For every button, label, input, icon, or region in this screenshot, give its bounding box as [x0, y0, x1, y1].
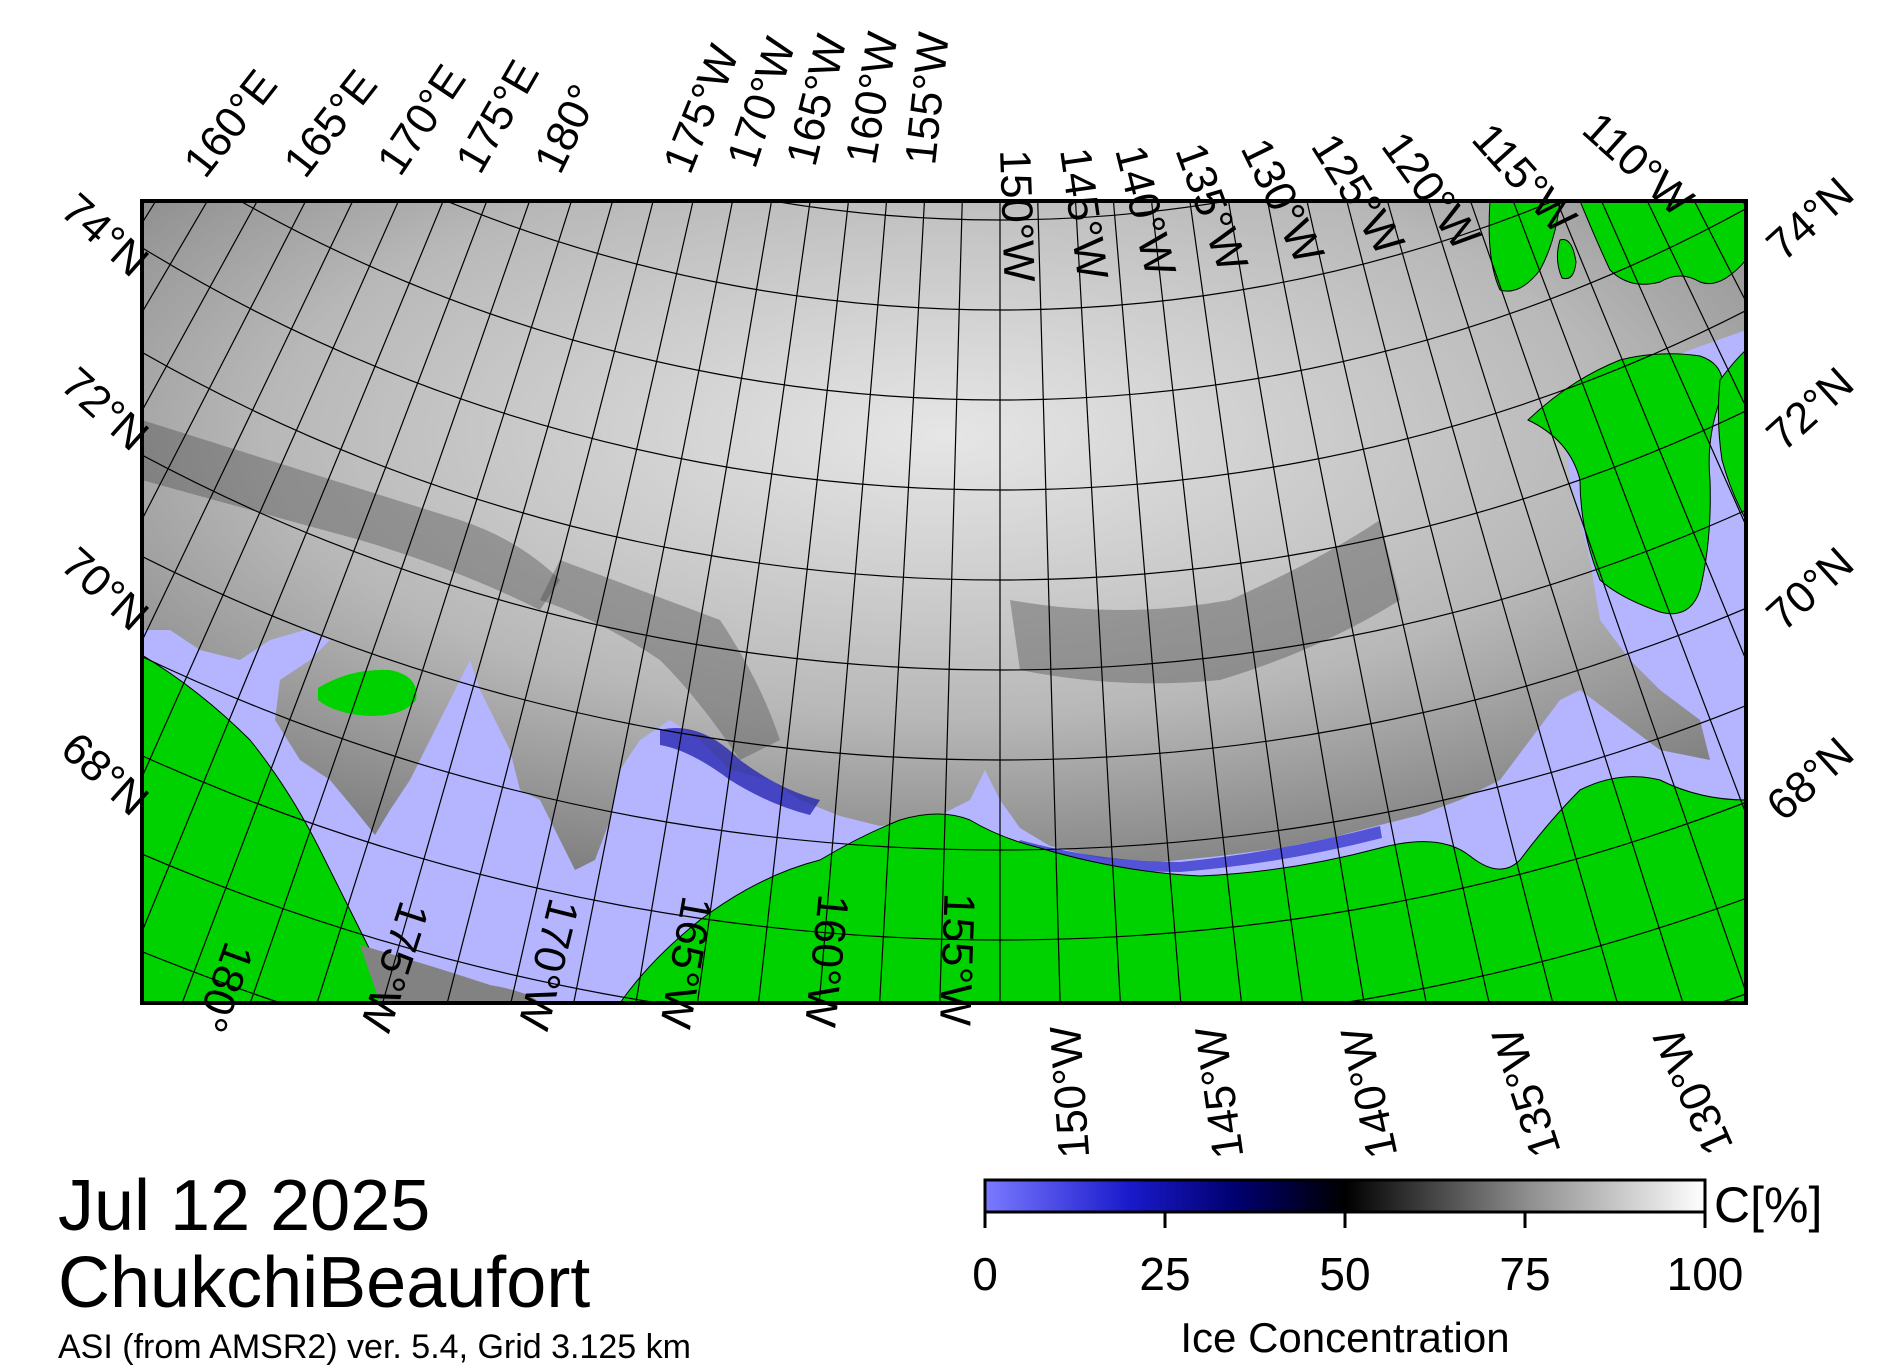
meridian-line [1427, 201, 1684, 1003]
meridian-line [0, 0, 154, 624]
colorbar-gradient [983, 1178, 1707, 1214]
longitude-label: 165°E [274, 61, 387, 186]
meridian-line [818, 201, 888, 1003]
longitude-label: 135°W [1483, 1021, 1571, 1163]
colorbar-unit: C[%] [1714, 1177, 1822, 1233]
colorbar-tick-label: 50 [1319, 1248, 1370, 1300]
meridian-line [1306, 201, 1490, 1003]
longitude-label: 160°E [174, 61, 287, 186]
longitude-label: 140°W [1332, 1022, 1408, 1162]
source-note: ASI (from AMSR2) ver. 5.4, Grid 3.125 km [58, 1328, 691, 1366]
meridian-line [1037, 201, 1061, 1003]
land-parry-islands [1556, 238, 1577, 280]
latitude-label: 74°N [1757, 168, 1863, 270]
meridian-line [1346, 201, 1554, 1003]
meridian-line [573, 201, 734, 1003]
meridian-line [1556, 201, 1746, 662]
latitude-label: 70°N [1757, 538, 1863, 640]
colorbar: 0 25 50 75 100 C[%] Ice Concentration [972, 1177, 1822, 1361]
latitude-label: 68°N [1757, 728, 1863, 830]
meridian-line [635, 201, 773, 1003]
low-concentration-band [142, 420, 560, 610]
date-title: Jul 12 2025 [58, 1166, 430, 1246]
land-banks-island [1527, 353, 1723, 615]
marginal-ice-zone [660, 728, 820, 815]
colorbar-label: Ice Concentration [1180, 1314, 1509, 1361]
meridian-line [696, 201, 811, 1003]
meridian-line [1512, 201, 1746, 816]
colorbar-tick-label: 0 [972, 1248, 998, 1300]
land-alaska [619, 776, 1746, 1003]
meridian-line [510, 201, 694, 1003]
wrangel-island [318, 669, 417, 716]
colorbar-tick-label: 100 [1667, 1248, 1744, 1300]
meridian-line [1469, 201, 1746, 995]
longitude-label: 155°W [930, 892, 984, 1027]
meridian-line [939, 201, 963, 1003]
meridian-line [446, 201, 654, 1003]
meridian-line [1227, 201, 1365, 1003]
meridian-line [1386, 201, 1618, 1003]
latitude-label: 72°N [1757, 358, 1863, 460]
colorbar-tick-label: 75 [1499, 1248, 1550, 1300]
marginal-ice-zone [1015, 826, 1382, 872]
meridian-line [1846, 0, 1890, 624]
meridian-line [142, 201, 444, 934]
meridian-line [142, 201, 354, 643]
no-data-area [360, 945, 540, 1003]
longitude-label: 155°W [896, 30, 959, 167]
meridian-line [249, 201, 531, 1003]
meridian-line [142, 201, 307, 521]
meridian-line [1266, 201, 1427, 1003]
right-latitude-labels: 74°N 72°N 70°N 68°N [1757, 168, 1863, 830]
meridian-line [1189, 201, 1304, 1003]
meridian-line [142, 201, 400, 779]
meridian-line [1074, 201, 1121, 1003]
longitude-label: 145°W [1186, 1023, 1253, 1162]
map-frame [140, 199, 1748, 1005]
meridian-line [1869, 0, 1890, 574]
meridian-line [1112, 201, 1182, 1003]
meridian-line [879, 201, 926, 1003]
region-title: ChukchiBeaufort [58, 1243, 590, 1323]
meridian-line [382, 201, 614, 1003]
longitude-label: 130°W [1644, 1021, 1743, 1162]
colorbar-tick-label: 25 [1139, 1248, 1190, 1300]
meridian-line [0, 0, 108, 523]
colorbar-ticks: 0 25 50 75 100 [972, 1212, 1743, 1300]
meridian-line [181, 201, 488, 1003]
longitude-label: 150°W [1041, 1024, 1099, 1160]
longitude-label: 150°W [990, 149, 1044, 284]
meridian-line [0, 0, 131, 574]
meridian-line [316, 201, 573, 1003]
meridian-line [757, 201, 850, 1003]
low-concentration-band [1010, 520, 1400, 684]
land-siberia [142, 654, 396, 1003]
land-parry-islands [1488, 201, 1561, 292]
meridian-line [1150, 201, 1243, 1003]
